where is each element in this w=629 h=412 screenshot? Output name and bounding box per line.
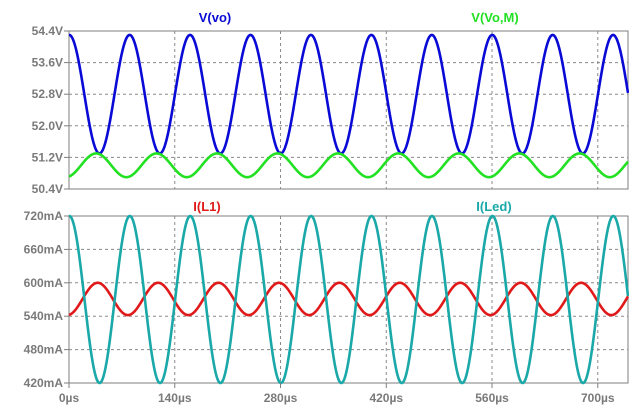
- y-tick-label: 51.2V: [32, 150, 63, 164]
- series-trace-i-l1-: [68, 281, 629, 317]
- y-tick-label: 720mA: [24, 209, 64, 223]
- y-tick-label: 600mA: [24, 276, 64, 290]
- legend-label: I(L1): [193, 199, 220, 214]
- plot-frame: [68, 215, 629, 384]
- y-tick-label: 52.0V: [32, 119, 63, 133]
- x-tick-label: 280µs: [264, 391, 298, 405]
- series-trace-i-led-: [68, 214, 629, 385]
- x-tick-label: 700µs: [581, 391, 615, 405]
- legend-label: I(Led): [476, 199, 511, 214]
- x-tick-label: 560µs: [475, 391, 509, 405]
- legend-label: V(Vo,M): [471, 10, 518, 25]
- y-tick-label: 540mA: [24, 309, 64, 323]
- time-axis: 0µs 140µs 280µs 420µs 560µs 700µs: [59, 383, 615, 405]
- current-pane: 720mA 660mA 600mA 540mA 480mA 420mA I(L1) I(Led…: [24, 199, 629, 390]
- voltage-pane: 54.4V 53.6V 52.8V 52.0V 51.2V 50.4V V(vo) V(Vo,…: [32, 10, 629, 196]
- y-tick-label: 54.4V: [32, 24, 63, 38]
- x-tick-label: 0µs: [59, 391, 80, 405]
- y-tick-label: 420mA: [24, 376, 64, 390]
- y-tick-label: 52.8V: [32, 87, 63, 101]
- legend-label: V(vo): [199, 10, 232, 25]
- x-tick-label: 140µs: [158, 391, 192, 405]
- y-tick-label: 480mA: [24, 343, 64, 357]
- x-tick-label: 420µs: [369, 391, 403, 405]
- y-tick-label: 50.4V: [32, 182, 63, 196]
- plot-frame: [68, 30, 629, 190]
- series-trace-v-vo-: [68, 33, 629, 155]
- y-tick-label: 53.6V: [32, 56, 63, 70]
- y-tick-label: 660mA: [24, 242, 64, 256]
- series-trace-v-vo-m-: [68, 152, 629, 179]
